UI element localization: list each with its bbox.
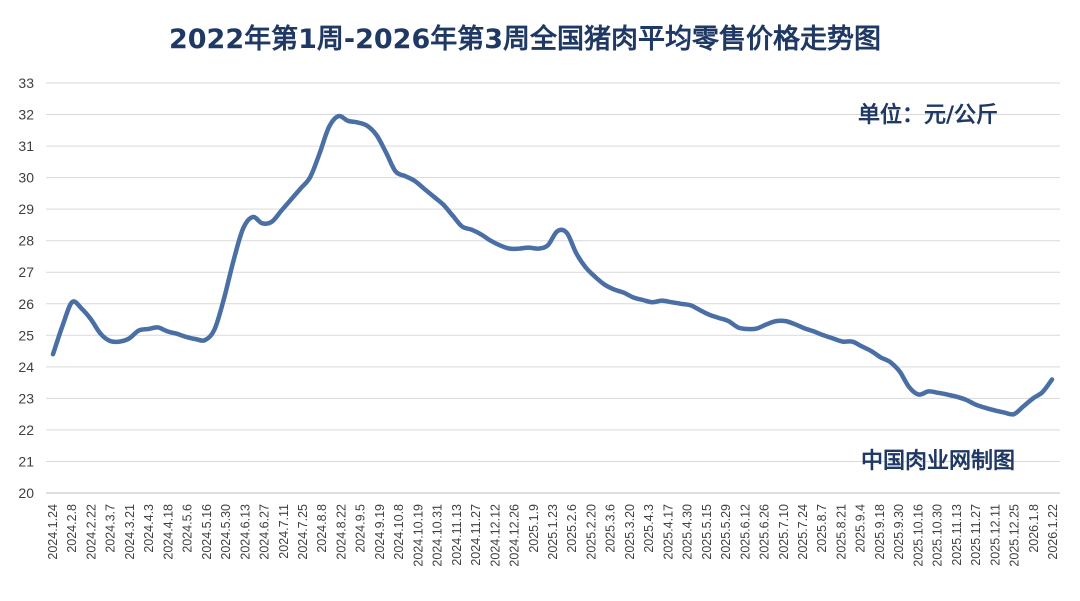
x-tick-label: 2025.10.16 [911, 504, 925, 567]
x-tick-label: 2024.6.13 [238, 504, 252, 560]
x-tick-label: 2024.4.18 [161, 504, 175, 560]
x-tick-label: 2024.2.8 [65, 504, 79, 553]
y-tick-label: 31 [18, 138, 34, 154]
x-tick-label: 2026.1.8 [1027, 504, 1041, 553]
x-tick-label: 2025.6.26 [758, 504, 772, 560]
x-tick-label: 2024.9.5 [354, 504, 368, 553]
x-tick-label: 2025.1.9 [527, 504, 541, 553]
x-tick-label: 2025.8.21 [834, 504, 848, 560]
x-tick-label: 2024.10.19 [411, 504, 425, 567]
x-tick-label: 2024.7.11 [277, 504, 291, 559]
unit-label: 单位：元/公斤 [858, 102, 998, 128]
x-tick-label: 2024.5.16 [200, 504, 214, 560]
series-line-pork-price [50, 113, 1055, 417]
y-tick-label: 20 [18, 485, 34, 501]
x-tick-label: 2024.3.7 [104, 504, 118, 553]
x-tick-label: 2025.2.20 [584, 504, 598, 560]
x-tick-label: 2024.10.8 [392, 504, 406, 560]
y-tick-label: 27 [18, 264, 34, 280]
x-tick-label: 2025.12.11 [988, 504, 1002, 566]
y-tick-label: 23 [18, 390, 34, 406]
x-tick-label: 2024.2.22 [84, 504, 98, 560]
x-tick-label: 2025.4.3 [642, 504, 656, 553]
x-tick-label: 2025.9.18 [873, 504, 887, 560]
x-tick-label: 2025.6.12 [738, 504, 752, 560]
x-tick-label: 2024.8.8 [315, 504, 329, 553]
x-tick-label: 2024.12.26 [508, 504, 522, 567]
y-tick-label: 33 [18, 75, 34, 91]
x-tick-label: 2025.7.10 [777, 504, 791, 560]
chart-title: 2022年第1周-2026年第3周全国猪肉平均零售价格走势图 [169, 23, 881, 55]
x-tick-label: 2026.1.22 [1046, 504, 1060, 560]
x-tick-label: 2025.12.25 [1008, 504, 1022, 567]
y-tick-label: 24 [18, 359, 34, 375]
x-tick-label: 2025.3.20 [623, 504, 637, 560]
x-tick-label: 2024.3.21 [123, 504, 137, 560]
y-tick-label: 32 [18, 107, 34, 123]
x-tick-label: 2024.1.24 [46, 504, 60, 560]
x-tick-label: 2025.8.7 [815, 504, 829, 553]
x-tick-label: 2025.11.13 [950, 504, 964, 566]
y-axis-ticks: 20 21 22 23 24 25 26 27 28 29 30 31 32 33 [18, 75, 34, 501]
x-tick-label: 2025.9.4 [854, 504, 868, 553]
x-tick-label: 2024.10.31 [431, 504, 445, 567]
y-tick-label: 25 [18, 327, 34, 343]
x-tick-label: 2025.11.27 [969, 504, 983, 566]
x-tick-label: 2025.5.29 [719, 504, 733, 560]
x-tick-label: 2024.4.3 [142, 504, 156, 553]
x-tick-label: 2025.4.30 [681, 504, 695, 560]
y-tick-label: 28 [18, 233, 34, 249]
grid-lines [46, 82, 1060, 494]
x-tick-label: 2024.7.25 [296, 504, 310, 560]
x-tick-label: 2025.10.30 [931, 504, 945, 567]
x-tick-label: 2025.9.30 [892, 504, 906, 560]
x-tick-label: 2024.8.22 [334, 504, 348, 560]
x-tick-label: 2025.1.23 [546, 504, 560, 560]
x-tick-label: 2024.5.6 [181, 504, 195, 553]
x-axis-ticks: 2024.1.24 2024.2.8 2024.2.22 2024.3.7 2024.3… [46, 504, 1060, 567]
x-tick-label: 2024.11.13 [450, 504, 464, 566]
x-tick-label: 2024.12.12 [488, 504, 502, 567]
y-tick-label: 22 [18, 422, 34, 438]
x-tick-label: 2024.6.27 [258, 504, 272, 560]
x-tick-label: 2025.3.6 [604, 504, 618, 553]
x-tick-label: 2025.7.24 [796, 504, 810, 560]
x-tick-label: 2024.9.19 [373, 504, 387, 560]
x-tick-label: 2025.5.15 [700, 504, 714, 560]
y-tick-label: 21 [18, 453, 34, 469]
x-tick-label: 2024.5.30 [219, 504, 233, 560]
x-tick-label: 2024.11.27 [469, 504, 483, 566]
y-tick-label: 29 [18, 201, 34, 217]
x-tick-label: 2025.2.6 [565, 504, 579, 553]
y-tick-label: 30 [18, 170, 34, 186]
source-label: 中国肉业网制图 [861, 449, 1015, 474]
y-tick-label: 26 [18, 296, 34, 312]
x-tick-label: 2025.4.17 [661, 504, 675, 560]
